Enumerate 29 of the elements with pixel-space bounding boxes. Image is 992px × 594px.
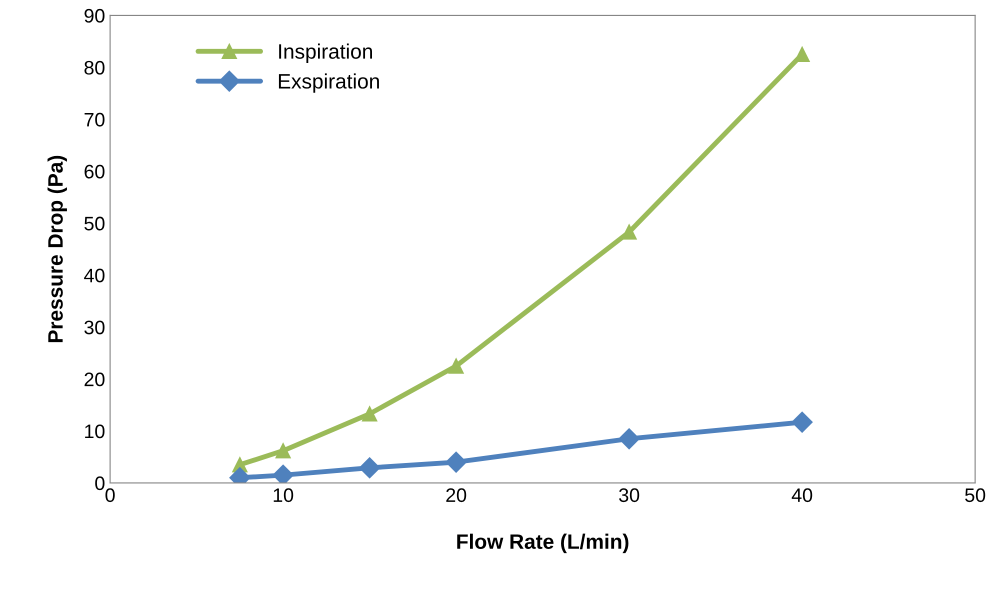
x-tick-label: 0 [105, 488, 115, 502]
y-tick-label: 40 [84, 268, 104, 282]
point [792, 412, 813, 433]
y-tick-label: 80 [84, 60, 104, 75]
point [275, 443, 291, 458]
y-tick-label: 0 [95, 476, 104, 490]
point [448, 358, 464, 374]
y-tick-label: 20 [84, 372, 104, 386]
legend-label: Inspiration [279, 44, 372, 63]
point [621, 224, 637, 240]
y-tick-label: 70 [84, 112, 104, 127]
x-tick-label: 40 [792, 488, 812, 502]
legend-label: Exspiration [278, 73, 379, 93]
x-axis-title: Flow Rate (L/min) [457, 534, 628, 554]
y-tick-label: 50 [84, 216, 104, 230]
y-tick-label: 10 [85, 424, 104, 438]
x-tick-label: 20 [446, 488, 466, 502]
point [359, 457, 380, 478]
y-tick-label: 60 [84, 164, 104, 179]
point [446, 452, 467, 473]
point [272, 464, 294, 483]
y-axis-title: Pressure Drop (Pa) [48, 156, 67, 342]
y-tick-label: 90 [84, 8, 104, 23]
x-tick-label: 50 [965, 488, 986, 502]
point [362, 406, 378, 422]
point [618, 428, 640, 450]
x-tick-label: 10 [274, 488, 294, 502]
y-tick-label: 30 [84, 320, 104, 334]
x-tick-label: 30 [619, 488, 640, 502]
